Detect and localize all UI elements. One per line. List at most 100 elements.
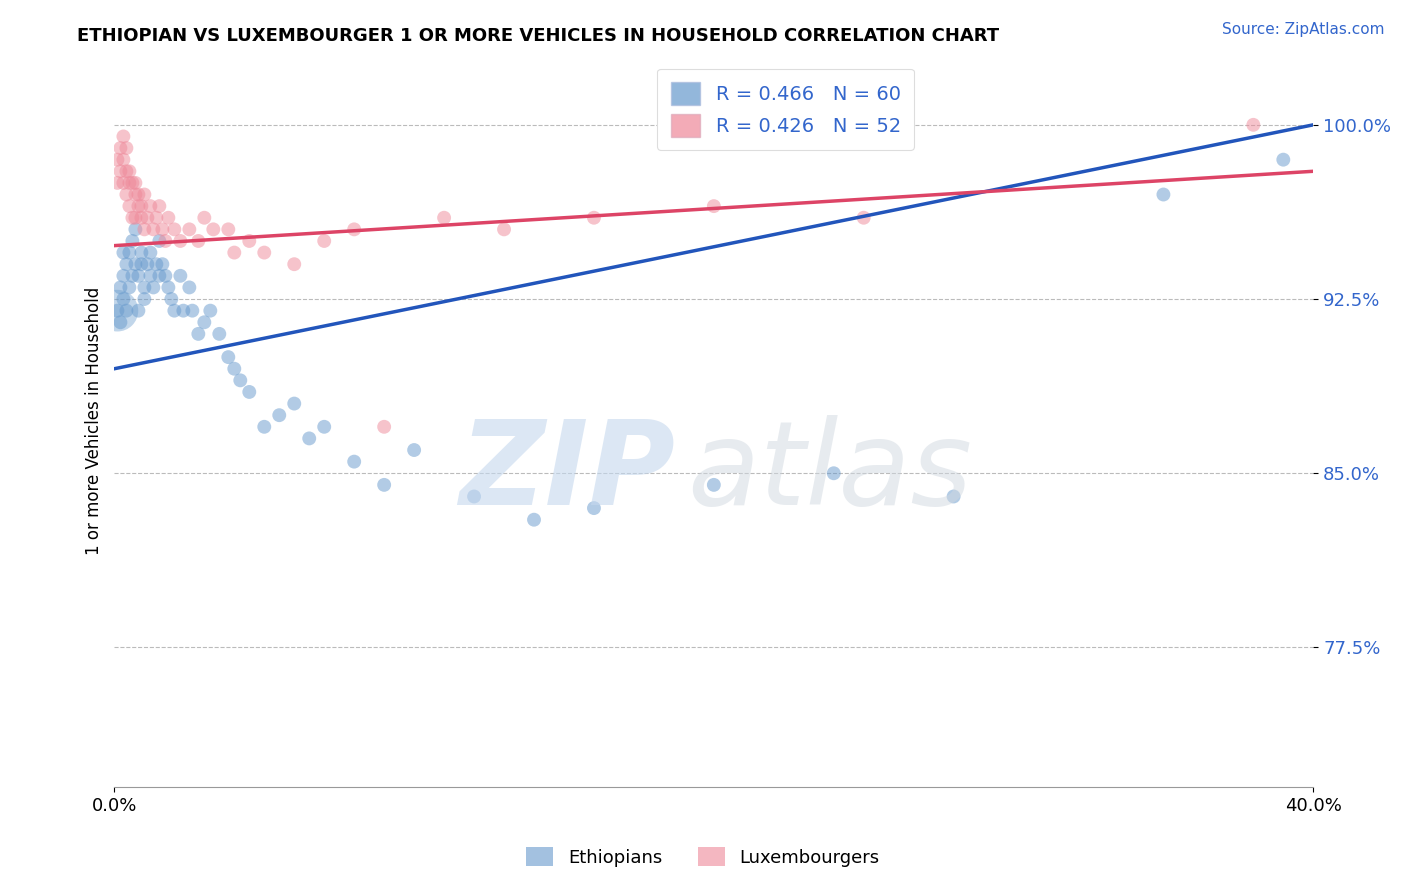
Point bbox=[124, 176, 146, 190]
Point bbox=[118, 245, 141, 260]
Point bbox=[187, 234, 209, 248]
Point bbox=[163, 222, 186, 236]
Point bbox=[181, 303, 204, 318]
Point bbox=[115, 187, 138, 202]
Point bbox=[118, 280, 141, 294]
Text: atlas: atlas bbox=[688, 415, 973, 529]
Point bbox=[145, 211, 167, 225]
Legend: R = 0.466   N = 60, R = 0.426   N = 52: R = 0.466 N = 60, R = 0.426 N = 52 bbox=[657, 69, 914, 151]
Point bbox=[224, 361, 246, 376]
Point bbox=[1272, 153, 1295, 167]
Point bbox=[110, 164, 132, 178]
Text: Source: ZipAtlas.com: Source: ZipAtlas.com bbox=[1222, 22, 1385, 37]
Point bbox=[852, 211, 875, 225]
Point bbox=[155, 268, 177, 283]
Y-axis label: 1 or more Vehicles in Household: 1 or more Vehicles in Household bbox=[86, 287, 103, 555]
Point bbox=[115, 164, 138, 178]
Point bbox=[118, 199, 141, 213]
Point bbox=[200, 303, 222, 318]
Point bbox=[163, 303, 186, 318]
Point bbox=[314, 234, 336, 248]
Point bbox=[155, 234, 177, 248]
Point bbox=[142, 280, 165, 294]
Point bbox=[193, 315, 215, 329]
Point bbox=[433, 211, 456, 225]
Point bbox=[124, 211, 146, 225]
Point bbox=[160, 292, 183, 306]
Point bbox=[179, 280, 201, 294]
Point bbox=[1152, 187, 1174, 202]
Point bbox=[148, 199, 170, 213]
Point bbox=[110, 141, 132, 155]
Point bbox=[121, 234, 143, 248]
Point bbox=[224, 245, 246, 260]
Point bbox=[148, 268, 170, 283]
Point bbox=[217, 350, 239, 364]
Point bbox=[127, 199, 149, 213]
Point bbox=[115, 303, 138, 318]
Point bbox=[136, 257, 159, 271]
Point bbox=[703, 478, 725, 492]
Point bbox=[121, 176, 143, 190]
Point bbox=[404, 443, 426, 458]
Legend: Ethiopians, Luxembourgers: Ethiopians, Luxembourgers bbox=[519, 840, 887, 874]
Point bbox=[107, 176, 129, 190]
Point bbox=[115, 141, 138, 155]
Point bbox=[179, 222, 201, 236]
Point bbox=[131, 257, 153, 271]
Point bbox=[463, 490, 485, 504]
Point bbox=[139, 245, 162, 260]
Point bbox=[112, 268, 135, 283]
Point bbox=[523, 513, 546, 527]
Point bbox=[134, 292, 156, 306]
Point bbox=[131, 245, 153, 260]
Point bbox=[124, 257, 146, 271]
Point bbox=[703, 199, 725, 213]
Point bbox=[169, 234, 191, 248]
Point bbox=[110, 280, 132, 294]
Point bbox=[134, 187, 156, 202]
Point bbox=[131, 211, 153, 225]
Point bbox=[112, 176, 135, 190]
Point bbox=[298, 431, 321, 445]
Point bbox=[217, 222, 239, 236]
Point bbox=[112, 292, 135, 306]
Point bbox=[229, 373, 252, 387]
Point bbox=[253, 245, 276, 260]
Point bbox=[193, 211, 215, 225]
Point bbox=[142, 222, 165, 236]
Point bbox=[148, 234, 170, 248]
Point bbox=[187, 326, 209, 341]
Point bbox=[136, 211, 159, 225]
Point bbox=[202, 222, 225, 236]
Point bbox=[134, 222, 156, 236]
Point bbox=[238, 384, 260, 399]
Point bbox=[269, 408, 291, 422]
Point bbox=[172, 303, 194, 318]
Point bbox=[145, 257, 167, 271]
Point bbox=[253, 419, 276, 434]
Text: ETHIOPIAN VS LUXEMBOURGER 1 OR MORE VEHICLES IN HOUSEHOLD CORRELATION CHART: ETHIOPIAN VS LUXEMBOURGER 1 OR MORE VEHI… bbox=[77, 27, 1000, 45]
Point bbox=[283, 396, 305, 410]
Point bbox=[1241, 118, 1264, 132]
Point bbox=[118, 176, 141, 190]
Point bbox=[373, 419, 395, 434]
Point bbox=[110, 315, 132, 329]
Point bbox=[134, 280, 156, 294]
Point bbox=[157, 280, 180, 294]
Point bbox=[373, 478, 395, 492]
Point bbox=[121, 211, 143, 225]
Point bbox=[115, 257, 138, 271]
Point bbox=[124, 187, 146, 202]
Point bbox=[131, 199, 153, 213]
Point bbox=[492, 222, 515, 236]
Point bbox=[139, 199, 162, 213]
Point bbox=[121, 268, 143, 283]
Point bbox=[169, 268, 191, 283]
Point bbox=[157, 211, 180, 225]
Point bbox=[118, 164, 141, 178]
Point bbox=[343, 455, 366, 469]
Point bbox=[150, 222, 173, 236]
Point bbox=[314, 419, 336, 434]
Point bbox=[582, 501, 605, 516]
